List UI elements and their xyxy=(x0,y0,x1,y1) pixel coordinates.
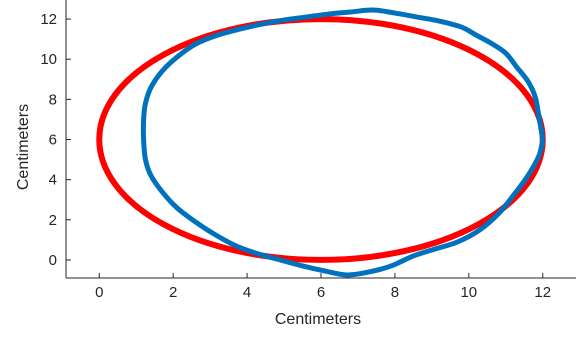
y-tick-label: 0 xyxy=(49,252,57,269)
x-tick-label: 8 xyxy=(391,284,399,301)
x-axis-label: Centimeters xyxy=(275,311,361,328)
measured-contour-line xyxy=(143,10,542,275)
x-tick-label: 0 xyxy=(95,284,103,301)
reference-ellipse-line xyxy=(99,19,542,260)
y-tick-label: 4 xyxy=(49,172,57,189)
x-tick-label: 4 xyxy=(243,284,251,301)
y-tick-label: 6 xyxy=(49,132,57,149)
y-tick-label: 8 xyxy=(49,91,57,108)
y-tick-label: 10 xyxy=(40,51,57,68)
y-tick-label: 12 xyxy=(40,11,57,28)
x-tick-label: 12 xyxy=(534,284,551,301)
y-tick-label: 2 xyxy=(49,212,57,229)
y-axis-label: Centimeters xyxy=(15,104,32,190)
x-tick-label: 6 xyxy=(317,284,325,301)
x-tick-label: 2 xyxy=(169,284,177,301)
x-tick-label: 10 xyxy=(460,284,477,301)
